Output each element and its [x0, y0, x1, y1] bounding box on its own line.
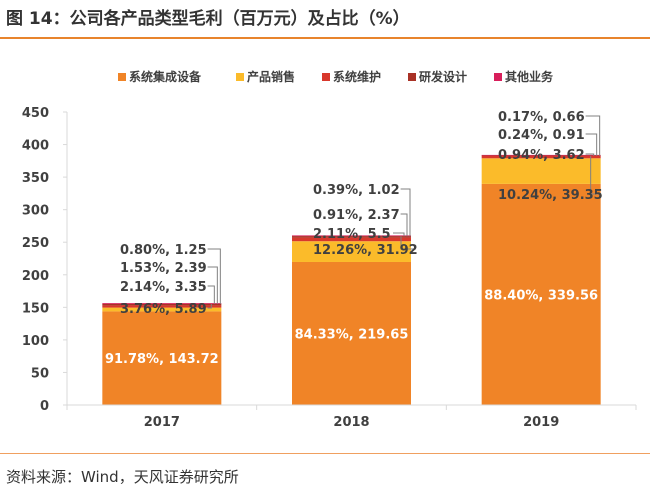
legend-swatch-4	[494, 73, 502, 81]
bar-2017-3	[102, 303, 222, 306]
label-leaders	[207, 115, 601, 309]
leader-2018-4	[400, 188, 411, 237]
bar-2017-4	[102, 303, 222, 304]
x-axis: 2017 2018 2019	[66, 404, 637, 430]
leader-2018-2	[393, 232, 405, 237]
y-axis: 0 50 100 150 200 250 300 350 400 450	[22, 106, 68, 414]
bar-2018-4	[292, 235, 411, 237]
leader-2017-3	[207, 266, 218, 305]
y-tick-label-9: 450	[22, 106, 49, 121]
data-label-2018-2: 2.11%, 5.5	[313, 227, 391, 242]
figure-title: 图 14：公司各产品类型毛利（百万元）及占比（%）	[6, 9, 410, 29]
source-rule	[0, 453, 650, 454]
y-tick-label-6: 300	[22, 204, 49, 219]
y-tick-label-1: 50	[31, 366, 49, 381]
leader-2019-2	[585, 153, 595, 156]
x-tick-label-2: 2019	[523, 415, 559, 430]
y-tick-label-5: 250	[22, 236, 49, 251]
title-rule	[0, 37, 650, 39]
legend-swatch-1	[236, 73, 244, 81]
data-label-2019-0: 88.40%, 339.56	[484, 288, 598, 303]
data-label-2018-1: 12.26%, 31.92	[313, 243, 418, 258]
source-note: 资料来源：Wind，天风证券研究所	[6, 468, 239, 486]
bar-2018-0	[292, 261, 411, 405]
x-tick-label-0: 2017	[144, 415, 180, 430]
leader-2019-1	[590, 155, 601, 195]
y-tick-label-8: 400	[22, 139, 49, 154]
leader-2017-4	[207, 248, 221, 305]
leader-2017-1	[207, 304, 212, 309]
data-label-2019-4: 0.17%, 0.66	[498, 110, 585, 125]
data-label-2019-1: 10.24%, 39.35	[498, 188, 603, 203]
legend-swatch-3	[408, 73, 416, 81]
data-label-2018-4: 0.39%, 1.02	[313, 183, 400, 198]
bar-2017-2	[102, 305, 222, 308]
bar-2018-2	[292, 237, 411, 242]
data-label-2017-4: 0.80%, 1.25	[120, 243, 207, 258]
legend-label-3: 研发设计	[419, 69, 467, 84]
bar-2019-4	[481, 154, 601, 156]
leader-2017-2	[207, 285, 215, 305]
legend-swatch-0	[118, 73, 126, 81]
bar-2019-0	[481, 183, 601, 405]
data-label-2017-3: 1.53%, 2.39	[120, 261, 207, 276]
legend-swatch-2	[322, 73, 330, 81]
data-labels: 91.78%, 143.72 3.76%, 5.89 2.14%, 3.35 1.53…	[105, 110, 603, 367]
data-label-2017-1: 3.76%, 5.89	[120, 302, 207, 317]
y-tick-label-7: 350	[22, 171, 49, 186]
legend-label-4: 其他业务	[505, 69, 554, 84]
bar-2019-1	[481, 158, 601, 184]
legend-label-1: 产品销售	[247, 69, 295, 84]
y-tick-label-3: 150	[22, 301, 49, 316]
bar-2019-2	[481, 155, 601, 159]
legend: 系统集成设备 产品销售 系统维护 研发设计 其他业务	[118, 69, 554, 84]
data-label-2019-3: 0.24%, 0.91	[498, 128, 585, 143]
data-label-2018-3: 0.91%, 2.37	[313, 208, 400, 223]
leader-2018-3	[400, 213, 408, 237]
bar-2018-1	[292, 241, 411, 262]
leader-2019-4	[585, 115, 601, 156]
bar-2018-3	[292, 236, 411, 238]
bar-2019-3	[481, 155, 601, 156]
y-tick-label-0: 0	[40, 399, 49, 414]
data-label-2018-0: 84.33%, 219.65	[295, 327, 409, 342]
data-label-2017-0: 91.78%, 143.72	[105, 352, 219, 367]
legend-label-0: 系统集成设备	[129, 69, 202, 84]
bar-2017-0	[102, 311, 222, 405]
y-tick-label-2: 100	[22, 334, 49, 349]
legend-label-2: 系统维护	[333, 69, 381, 84]
leader-2018-1	[400, 236, 416, 250]
leader-2019-3	[585, 133, 598, 156]
data-label-2019-2: 0.94%, 3.62	[498, 148, 585, 163]
y-tick-label-4: 200	[22, 269, 49, 284]
x-tick-label-1: 2018	[333, 415, 369, 430]
bar-2017-1	[102, 307, 222, 312]
bars	[102, 154, 601, 405]
data-label-2017-2: 2.14%, 3.35	[120, 280, 207, 295]
